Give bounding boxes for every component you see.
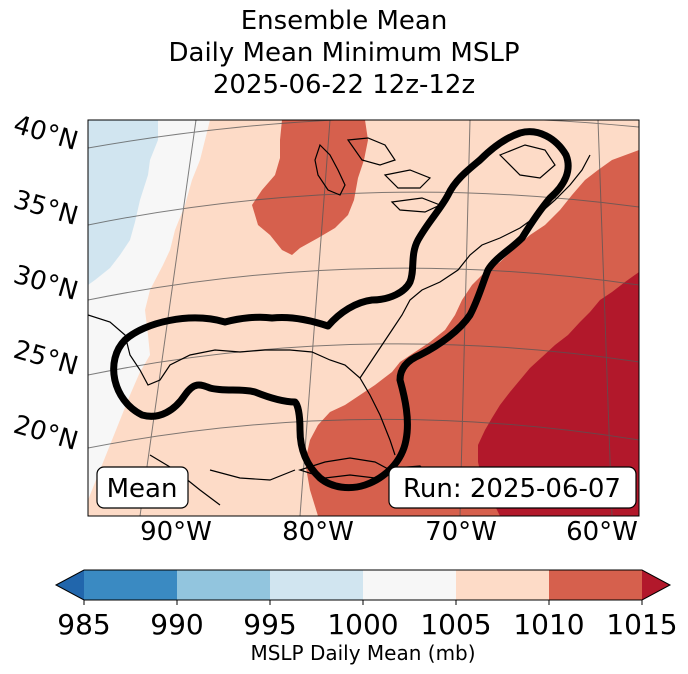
- colorbar-tick-label: 990: [150, 608, 203, 641]
- colorbar: 985 990 995 1000 1005 1010 1015 MSLP Daily Mea…: [54, 569, 678, 665]
- lon-label-70w: 70°W: [425, 517, 497, 547]
- title-line-1: Ensemble Mean: [240, 6, 448, 36]
- colorbar-bin-990-995: [177, 570, 271, 600]
- run-box: Run: 2025-06-07: [388, 466, 637, 509]
- colorbar-bin-1005-1010: [456, 570, 550, 600]
- mslp-contour: [110, 128, 572, 492]
- stat-box-text: Mean: [107, 474, 178, 504]
- lon-label-90w: 90°W: [140, 517, 212, 547]
- lon-label-80w: 80°W: [282, 517, 354, 547]
- run-box-text: Run: 2025-06-07: [403, 474, 621, 504]
- lat-label-40: 40°N: [10, 110, 81, 157]
- colorbar-over-arrow: [642, 570, 670, 600]
- field-1015-plus: [478, 272, 639, 516]
- lat-label-30: 30°N: [10, 260, 81, 307]
- colorbar-bin-995-1000: [270, 570, 364, 600]
- lat-label-25: 25°N: [10, 335, 81, 382]
- stat-box: Mean: [96, 466, 189, 509]
- field-1010-1015-lakes: [252, 120, 368, 255]
- colorbar-tick-label: 985: [57, 608, 110, 641]
- colorbar-bin-985-990: [84, 570, 178, 600]
- colorbar-tick-label: 1005: [420, 608, 491, 641]
- colorbar-under-arrow: [56, 570, 84, 600]
- colorbar-bin-1000-1005: [363, 570, 457, 600]
- field-995-1000: [88, 120, 158, 285]
- title-line-3: 2025-06-22 12z-12z: [212, 70, 476, 100]
- map-plot: [88, 120, 639, 516]
- lat-label-20: 20°N: [10, 410, 81, 457]
- colorbar-tick-label: 1015: [606, 608, 677, 641]
- map-frame: [87, 119, 640, 517]
- colorbar-label: MSLP Daily Mean (mb): [250, 641, 475, 665]
- lon-label-60w: 60°W: [566, 517, 638, 547]
- colorbar-tick-label: 995: [243, 608, 296, 641]
- colorbar-bin-1010-1015: [549, 570, 643, 600]
- colorbar-tick-label: 1000: [327, 608, 398, 641]
- lat-label-35: 35°N: [10, 185, 81, 232]
- colorbar-tick-label: 1010: [513, 608, 584, 641]
- title-line-2: Daily Mean Minimum MSLP: [168, 38, 520, 68]
